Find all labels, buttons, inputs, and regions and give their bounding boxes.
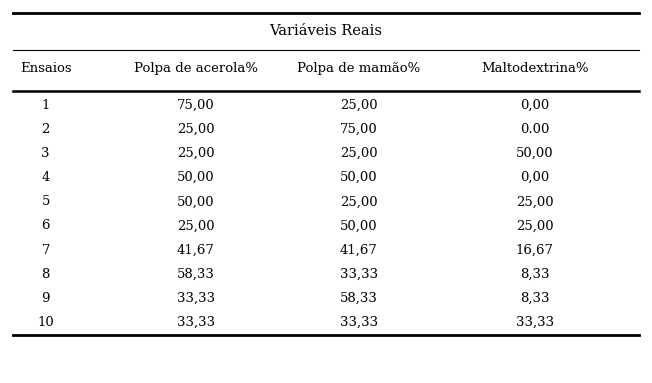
Text: 10: 10 [37,316,54,329]
Text: 5: 5 [42,195,50,208]
Text: Variáveis Reais: Variáveis Reais [269,24,383,38]
Text: 75,00: 75,00 [340,123,378,136]
Text: 0,00: 0,00 [520,99,549,112]
Text: 25,00: 25,00 [340,99,378,112]
Text: 33,33: 33,33 [340,316,378,329]
Text: 25,00: 25,00 [177,147,215,160]
Text: 50,00: 50,00 [177,195,215,208]
Text: 25,00: 25,00 [177,219,215,232]
Text: 33,33: 33,33 [177,316,215,329]
Text: 58,33: 58,33 [177,268,215,281]
Text: 33,33: 33,33 [340,268,378,281]
Text: 0,00: 0,00 [520,171,549,184]
Text: 41,67: 41,67 [177,244,215,257]
Text: 1: 1 [42,99,50,112]
Text: 58,33: 58,33 [340,292,378,305]
Text: 50,00: 50,00 [340,219,378,232]
Text: 25,00: 25,00 [340,147,378,160]
Text: 25,00: 25,00 [177,123,215,136]
Text: 16,67: 16,67 [516,244,554,257]
Text: 4: 4 [42,171,50,184]
Text: Polpa de acerola%: Polpa de acerola% [134,62,258,75]
Text: 2: 2 [42,123,50,136]
Text: Maltodextrina%: Maltodextrina% [481,62,589,75]
Text: 3: 3 [41,147,50,160]
Text: 8,33: 8,33 [520,292,550,305]
Text: 50,00: 50,00 [516,147,554,160]
Text: 7: 7 [41,244,50,257]
Text: Polpa de mamão%: Polpa de mamão% [297,62,421,75]
Text: 33,33: 33,33 [516,316,554,329]
Text: 25,00: 25,00 [340,195,378,208]
Text: 75,00: 75,00 [177,99,215,112]
Text: 8,33: 8,33 [520,268,550,281]
Text: 50,00: 50,00 [177,171,215,184]
Text: 25,00: 25,00 [516,195,554,208]
Text: 41,67: 41,67 [340,244,378,257]
Text: 8: 8 [42,268,50,281]
Text: 50,00: 50,00 [340,171,378,184]
Text: 9: 9 [41,292,50,305]
Text: 33,33: 33,33 [177,292,215,305]
Text: 6: 6 [41,219,50,232]
Text: Ensaios: Ensaios [20,62,72,75]
Text: 25,00: 25,00 [516,219,554,232]
Text: 0.00: 0.00 [520,123,550,136]
